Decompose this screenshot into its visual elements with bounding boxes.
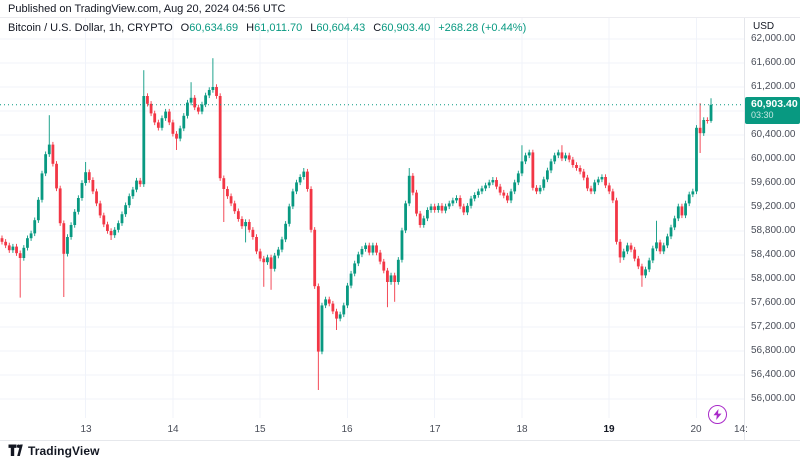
- footer: TradingView: [0, 440, 800, 460]
- price-axis-label: 56,800.00: [751, 345, 796, 356]
- price-axis-label: 58,800.00: [751, 225, 796, 236]
- time-axis-label: 16: [341, 424, 353, 435]
- price-axis-label: 60,000.00: [751, 153, 796, 164]
- footer-brand[interactable]: TradingView: [28, 443, 100, 458]
- lightning-icon: [713, 409, 722, 420]
- symbol-header: Bitcoin / U.S. Dollar, 1h, CRYPTO O60,63…: [0, 18, 800, 35]
- time-axis-label: 13: [80, 424, 92, 435]
- price-axis-label: 56,000.00: [751, 393, 796, 404]
- time-axis[interactable]: 13 14 15 16 17 18 19 20: [0, 418, 744, 440]
- time-axis-label: 17: [429, 424, 441, 435]
- ohlc-low: L60,604.43: [310, 22, 366, 34]
- price-axis-label: 60,400.00: [751, 129, 796, 140]
- price-axis-label: 58,000.00: [751, 273, 796, 284]
- price-axis-label: 57,600.00: [751, 297, 796, 308]
- price-axis-label: 59,200.00: [751, 201, 796, 212]
- currency-label: USD: [753, 21, 775, 32]
- flash-boost-button[interactable]: [708, 405, 727, 424]
- published-line: Published on TradingView.com, Aug 20, 20…: [0, 0, 800, 18]
- tradingview-logo[interactable]: [8, 444, 23, 457]
- price-axis-label: 58,400.00: [751, 249, 796, 260]
- price-axis-label: 57,200.00: [751, 321, 796, 332]
- time-axis-label: 15: [254, 424, 266, 435]
- price-axis-label: 59,600.00: [751, 177, 796, 188]
- current-price-value: 60,903.40: [751, 98, 798, 110]
- ohlc-high: H61,011.70: [246, 22, 303, 34]
- time-axis-label: 20: [690, 424, 702, 435]
- price-axis-label: 61,200.00: [751, 81, 796, 92]
- symbol-title: Bitcoin / U.S. Dollar, 1h, CRYPTO: [8, 22, 173, 34]
- time-axis-label: 18: [516, 424, 528, 435]
- time-axis-label: 19: [603, 424, 615, 435]
- price-axis[interactable]: [744, 18, 800, 440]
- ohlc-open: O60,634.69: [180, 22, 239, 34]
- price-axis-label: 62,000.00: [751, 33, 796, 44]
- time-axis-partial-label: 14:: [734, 424, 748, 435]
- price-change: +268.28 (+0.44%): [438, 22, 527, 34]
- price-axis-label: 56,400.00: [751, 369, 796, 380]
- bar-countdown: 03:30: [751, 110, 774, 120]
- price-axis-label: 61,600.00: [751, 57, 796, 68]
- ohlc-close: C60,903.40: [373, 22, 431, 34]
- current-price-badge: 60,903.40 03:30: [745, 97, 800, 124]
- candlestick-series: [0, 58, 713, 390]
- grid: [0, 18, 744, 418]
- time-axis-label: 14: [167, 424, 179, 435]
